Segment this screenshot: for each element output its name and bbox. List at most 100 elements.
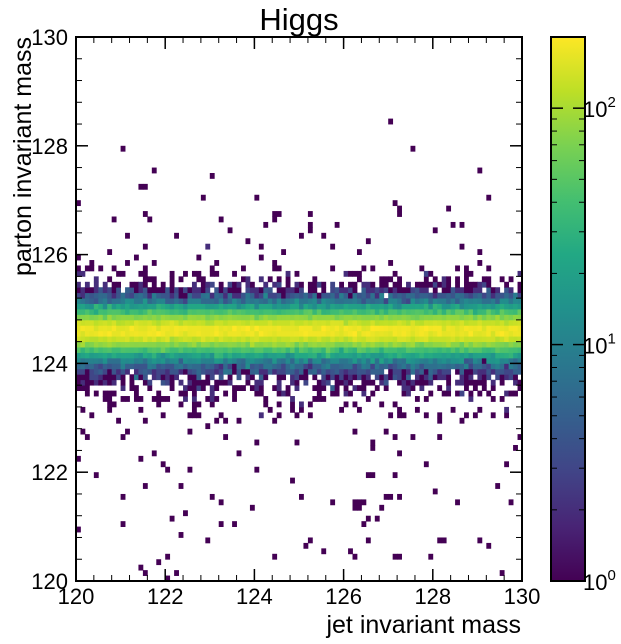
heatmap-cell <box>459 325 465 332</box>
heatmap-cell <box>120 309 126 315</box>
heatmap-cell <box>223 434 229 440</box>
heatmap-cell <box>499 303 505 310</box>
heatmap-cell <box>142 270 148 277</box>
heatmap-cell <box>486 265 492 272</box>
heatmap-cell <box>142 483 148 489</box>
heatmap-cell <box>227 368 233 375</box>
heatmap-cell <box>290 374 295 381</box>
heatmap-cell <box>379 357 385 364</box>
heatmap-cell <box>490 385 496 391</box>
heatmap-cell <box>352 504 358 511</box>
heatmap-cell <box>151 292 157 299</box>
heatmap-cell <box>232 319 237 326</box>
heatmap-cell <box>392 363 398 370</box>
heatmap-cell <box>142 287 148 294</box>
heatmap-cell <box>464 385 469 391</box>
heatmap-cell <box>299 314 304 321</box>
heatmap-cell <box>116 292 121 299</box>
heatmap-cell <box>477 292 483 299</box>
heatmap-cell <box>356 504 362 511</box>
heatmap-cell <box>232 357 237 364</box>
heatmap-cell <box>147 314 153 321</box>
heatmap-cell <box>129 336 135 343</box>
heatmap-cell <box>276 314 282 321</box>
heatmap-cell <box>133 357 139 364</box>
heatmap-cell <box>325 379 331 386</box>
heatmap-cell <box>352 385 358 391</box>
heatmap-cell <box>98 292 104 299</box>
heatmap-cell <box>437 368 443 375</box>
heatmap-cell <box>472 319 478 326</box>
heatmap-cell <box>232 352 237 359</box>
heatmap-cell <box>218 374 224 381</box>
heatmap-cell <box>205 298 211 304</box>
heatmap-cell <box>116 325 121 332</box>
heatmap-cell <box>84 363 90 370</box>
heatmap-cell <box>80 406 86 413</box>
heatmap-cell <box>472 357 478 364</box>
heatmap-cell <box>299 298 304 304</box>
heatmap-cell <box>290 309 295 315</box>
heatmap-cell <box>76 374 81 381</box>
heatmap-cell <box>263 281 269 288</box>
heatmap-cell <box>183 287 188 294</box>
heatmap-cell <box>245 352 251 359</box>
heatmap-cell <box>89 319 95 326</box>
heatmap-cell <box>102 374 108 381</box>
heatmap-cell <box>370 265 376 272</box>
heatmap-cell <box>508 341 514 348</box>
heatmap-cell <box>174 368 179 375</box>
heatmap-cell <box>125 363 130 370</box>
heatmap-cell <box>187 368 193 375</box>
heatmap-cell <box>183 298 188 304</box>
heatmap-cell <box>446 292 452 299</box>
heatmap-cell <box>343 325 349 332</box>
heatmap-cell <box>191 309 197 315</box>
heatmap-cell <box>325 363 331 370</box>
heatmap-cell <box>241 325 246 332</box>
heatmap-cell <box>290 314 295 321</box>
heatmap-cell <box>183 330 188 337</box>
heatmap-cell <box>365 303 371 310</box>
heatmap-cell <box>232 325 237 332</box>
heatmap-cell <box>464 319 469 326</box>
heatmap-cell <box>223 292 229 299</box>
heatmap-cell <box>174 309 179 315</box>
y-tick-label: 130 <box>31 25 68 50</box>
heatmap-cell <box>299 292 304 299</box>
heatmap-cell <box>361 363 367 370</box>
heatmap-cell <box>205 292 211 299</box>
heatmap-cell <box>223 298 229 304</box>
heatmap-cell <box>281 357 287 364</box>
heatmap-cell <box>125 352 130 359</box>
heatmap-cell <box>102 341 108 348</box>
heatmap-cell <box>267 347 273 353</box>
heatmap-cell <box>272 368 278 375</box>
heatmap-cell <box>374 330 380 337</box>
heatmap-cell <box>191 341 197 348</box>
heatmap-cell <box>432 347 438 353</box>
heatmap-cell <box>397 379 402 386</box>
heatmap-cell <box>374 292 380 299</box>
heatmap-cell <box>200 385 206 391</box>
heatmap-cell <box>499 374 505 381</box>
heatmap-cell <box>165 330 171 337</box>
heatmap-cell <box>196 385 202 391</box>
heatmap-cell <box>307 330 313 337</box>
heatmap-cell <box>325 336 331 343</box>
heatmap-cell <box>196 341 202 348</box>
heatmap-cell <box>187 287 193 294</box>
heatmap-cell <box>169 309 175 315</box>
heatmap-cell <box>98 314 104 321</box>
heatmap-cell <box>481 330 487 337</box>
heatmap-cell <box>339 336 344 343</box>
heatmap-cell <box>428 347 434 353</box>
heatmap-cell <box>129 325 135 332</box>
heatmap-cell <box>258 254 264 261</box>
heatmap-cell <box>352 553 358 560</box>
heatmap-cell <box>517 319 522 326</box>
heatmap-cell <box>214 260 220 266</box>
heatmap-cell <box>348 374 353 381</box>
heatmap-cell <box>455 298 460 304</box>
heatmap-cell <box>107 379 113 386</box>
